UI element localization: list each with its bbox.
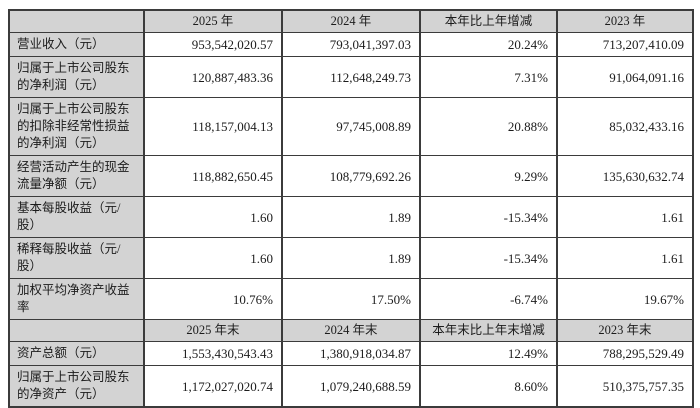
cell-value: 8.60% [419,365,558,408]
header-empty-cell [8,319,145,342]
cell-value: 112,648,249.73 [281,56,421,98]
column-header: 2024 年 [281,9,421,33]
table-row: 加权平均净资产收益 率 10.76% 17.50% -6.74% 19.67% [8,278,694,320]
cell-value: 953,542,020.57 [143,32,283,57]
cell-value: 135,630,632.74 [556,155,694,197]
cell-value: 1,079,240,688.59 [281,365,421,408]
cell-value: 85,032,433.16 [556,97,694,156]
cell-value: 91,064,091.16 [556,56,694,98]
cell-value: 118,157,004.13 [143,97,283,156]
row-label: 归属于上市公司股东 的净利润（元） [8,56,145,98]
section-0-header-row: 2025 年 2024 年本年比上年增减 2023 年 [8,9,694,33]
header-empty-cell [8,9,145,33]
financial-summary-table: 2025 年 2024 年本年比上年增减 2023 年营业收入（元） 953,542,… [8,9,694,408]
column-header: 2025 年 [143,9,283,33]
cell-value: 1.89 [281,237,421,279]
cell-value: 1,172,027,020.74 [143,365,283,408]
cell-value: 19.67% [556,278,694,320]
cell-value: 1.61 [556,196,694,238]
cell-value: 10.76% [143,278,283,320]
cell-value: 20.88% [419,97,558,156]
cell-value: 108,779,692.26 [281,155,421,197]
table-row: 经营活动产生的现金 流量净额（元） 118,882,650.45 108,779,6… [8,155,694,197]
row-label: 资产总额（元） [8,341,145,366]
table-row: 归属于上市公司股东 的净利润（元） 120,887,483.36 112,648,2… [8,56,694,98]
row-label: 归属于上市公司股东 的扣除非经常性损益 的净利润（元） [8,97,145,156]
cell-value: -6.74% [419,278,558,320]
cell-value: 1.60 [143,196,283,238]
section-1-header-row: 2025 年末 2024 年末 本年末比上年末增减 2023 年末 [8,319,694,342]
cell-value: 12.49% [419,341,558,366]
table-row: 归属于上市公司股东 的净资产（元） 1,172,027,020.74 1,079,2… [8,365,694,408]
cell-value: -15.34% [419,196,558,238]
cell-value: 1,553,430,543.43 [143,341,283,366]
cell-value: -15.34% [419,237,558,279]
column-header: 2024 年末 [281,319,421,342]
table-row: 归属于上市公司股东 的扣除非经常性损益 的净利润（元） 118,157,004.1… [8,97,694,156]
column-header: 2023 年末 [556,319,694,342]
cell-value: 7.31% [419,56,558,98]
table-row: 稀释每股收益（元/ 股） 1.60 1.89 -15.34% 1.61 [8,237,694,279]
row-label: 营业收入（元） [8,32,145,57]
row-label: 归属于上市公司股东 的净资产（元） [8,365,145,408]
cell-value: 120,887,483.36 [143,56,283,98]
cell-value: 17.50% [281,278,421,320]
table-row: 基本每股收益（元/ 股） 1.60 1.89 -15.34% 1.61 [8,196,694,238]
cell-value: 788,295,529.49 [556,341,694,366]
cell-value: 793,041,397.03 [281,32,421,57]
cell-value: 713,207,410.09 [556,32,694,57]
column-header: 2023 年 [556,9,694,33]
cell-value: 118,882,650.45 [143,155,283,197]
column-header: 本年末比上年末增减 [419,319,558,342]
cell-value: 1.89 [281,196,421,238]
cell-value: 510,375,757.35 [556,365,694,408]
column-header: 2025 年末 [143,319,283,342]
row-label: 稀释每股收益（元/ 股） [8,237,145,279]
column-header: 本年比上年增减 [419,9,558,33]
cell-value: 1.61 [556,237,694,279]
cell-value: 97,745,008.89 [281,97,421,156]
row-label: 加权平均净资产收益 率 [8,278,145,320]
cell-value: 20.24% [419,32,558,57]
table-row: 营业收入（元） 953,542,020.57 793,041,397.03 20.24… [8,32,694,57]
row-label: 基本每股收益（元/ 股） [8,196,145,238]
cell-value: 1,380,918,034.87 [281,341,421,366]
row-label: 经营活动产生的现金 流量净额（元） [8,155,145,197]
cell-value: 9.29% [419,155,558,197]
table-row: 资产总额（元） 1,553,430,543.43 1,380,918,034.87 1… [8,341,694,366]
cell-value: 1.60 [143,237,283,279]
table-body: 2025 年 2024 年本年比上年增减 2023 年营业收入（元） 953,542,… [8,9,694,408]
